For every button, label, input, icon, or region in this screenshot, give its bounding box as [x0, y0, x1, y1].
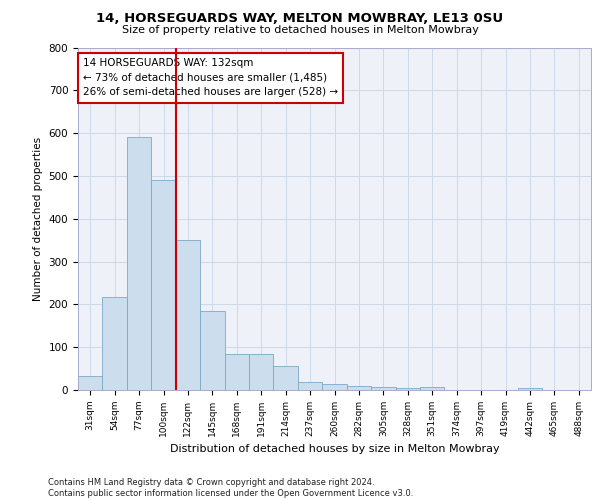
Y-axis label: Number of detached properties: Number of detached properties [33, 136, 43, 301]
Text: 14 HORSEGUARDS WAY: 132sqm
← 73% of detached houses are smaller (1,485)
26% of s: 14 HORSEGUARDS WAY: 132sqm ← 73% of deta… [83, 58, 338, 98]
Bar [151, 180, 176, 390]
Bar [298, 382, 322, 390]
Bar [249, 354, 274, 390]
Bar [420, 386, 445, 390]
Bar [78, 376, 103, 390]
Bar [274, 366, 298, 390]
Text: Size of property relative to detached houses in Melton Mowbray: Size of property relative to detached ho… [122, 25, 478, 35]
X-axis label: Distribution of detached houses by size in Melton Mowbray: Distribution of detached houses by size … [170, 444, 499, 454]
Bar [322, 384, 347, 390]
Bar [200, 311, 224, 390]
Bar [518, 388, 542, 390]
Text: Contains HM Land Registry data © Crown copyright and database right 2024.
Contai: Contains HM Land Registry data © Crown c… [48, 478, 413, 498]
Bar [224, 354, 249, 390]
Bar [127, 138, 151, 390]
Text: 14, HORSEGUARDS WAY, MELTON MOWBRAY, LE13 0SU: 14, HORSEGUARDS WAY, MELTON MOWBRAY, LE1… [97, 12, 503, 24]
Bar [395, 388, 420, 390]
Bar [176, 240, 200, 390]
Bar [371, 387, 395, 390]
Bar [103, 297, 127, 390]
Bar [347, 386, 371, 390]
